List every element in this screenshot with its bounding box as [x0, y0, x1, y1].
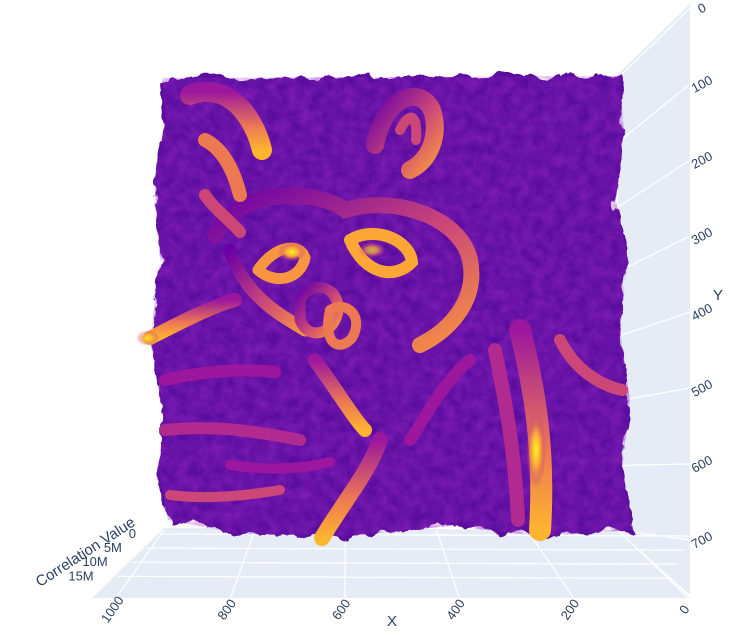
y-tick-label: 300 — [689, 224, 715, 247]
y-tick-label: 0 — [695, 0, 708, 16]
x-tick-label: 600 — [329, 596, 354, 622]
y-tick-label: 500 — [689, 376, 715, 399]
z-tick-label: 10M — [82, 554, 107, 569]
z-tick-label: 15M — [68, 568, 93, 583]
z-tick-label: 0 — [129, 526, 136, 541]
x-tick-label: 0 — [676, 602, 692, 617]
y-axis-ticks: 0 100 200 300 400 500 600 700 — [689, 0, 715, 552]
x-axis-title: X — [387, 613, 397, 630]
x-tick-label: 200 — [558, 596, 583, 622]
y-tick-label: 700 — [689, 528, 715, 551]
y-tick-label: 100 — [689, 72, 715, 95]
y-axis-title: Y — [713, 287, 723, 304]
y-tick-label: 600 — [689, 452, 715, 475]
y-tick-label: 200 — [689, 148, 715, 171]
surface — [136, 76, 632, 538]
y-tick-label: 400 — [689, 300, 715, 323]
x-tick-label: 400 — [443, 596, 468, 622]
x-tick-label: 1000 — [98, 593, 127, 625]
x-tick-label: 800 — [214, 596, 239, 622]
z-tick-label: 5M — [104, 540, 122, 555]
